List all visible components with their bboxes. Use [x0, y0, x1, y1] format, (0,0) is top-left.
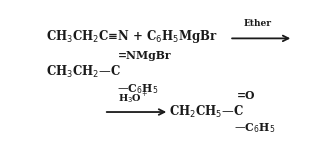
- Text: —C$_6$H$_5$: —C$_6$H$_5$: [117, 82, 158, 96]
- Text: =O: =O: [237, 90, 255, 101]
- Text: CH$_3$CH$_2$—C: CH$_3$CH$_2$—C: [46, 64, 121, 80]
- Text: CH$_3$CH$_2$C≡N + C$_6$H$_5$MgBr: CH$_3$CH$_2$C≡N + C$_6$H$_5$MgBr: [46, 28, 218, 45]
- Text: H$_3$O$^+$: H$_3$O$^+$: [118, 90, 149, 105]
- Text: CH$_2$CH$_5$—C: CH$_2$CH$_5$—C: [169, 104, 244, 120]
- Text: Ether: Ether: [243, 19, 271, 28]
- Text: =NMgBr: =NMgBr: [118, 50, 172, 61]
- Text: —C$_6$H$_5$: —C$_6$H$_5$: [234, 122, 276, 135]
